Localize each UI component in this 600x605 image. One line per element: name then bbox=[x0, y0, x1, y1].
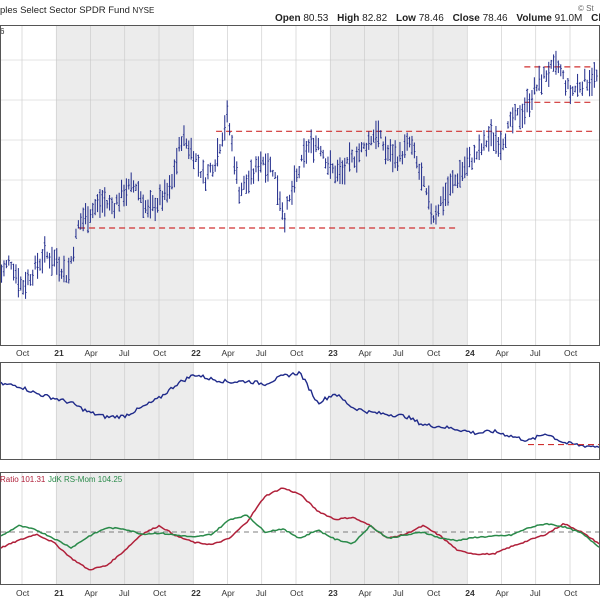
rs-ratio-line bbox=[0, 487, 600, 571]
x-tick-label: 23 bbox=[328, 588, 338, 598]
x-tick-label: Apr bbox=[496, 348, 509, 358]
gridlines bbox=[1, 26, 599, 584]
x-tick-label: Jul bbox=[393, 588, 404, 598]
x-tick-labels: Oct Oct 21 21 Apr Apr Jul Jul Oct Oct 22 22 Apr Apr Ju… bbox=[16, 348, 578, 598]
x-tick-label: Oct bbox=[16, 348, 30, 358]
x-tick-label: Oct bbox=[290, 348, 304, 358]
rs-line-series bbox=[0, 370, 600, 449]
x-tick-label: 21 bbox=[54, 588, 64, 598]
source-mark: © St bbox=[578, 4, 594, 13]
chart-title: ples Select Sector SPDR Fund NYSE bbox=[0, 5, 154, 16]
rrg-lines bbox=[0, 487, 600, 571]
price-bars bbox=[0, 50, 598, 299]
x-tick-label: 22 bbox=[191, 348, 201, 358]
left-axis-fragment: 6 bbox=[0, 27, 5, 36]
rs-ratio-legend: Ratio 101.31 bbox=[0, 475, 46, 484]
x-tick-label: Apr bbox=[222, 588, 235, 598]
x-tick-label: Jul bbox=[530, 348, 541, 358]
x-tick-label: Oct bbox=[153, 588, 167, 598]
x-tick-label: Oct bbox=[427, 588, 441, 598]
x-tick-label: Jul bbox=[530, 588, 541, 598]
x-tick-label: 24 bbox=[465, 588, 475, 598]
x-tick-label: Apr bbox=[85, 588, 98, 598]
x-tick-label: 23 bbox=[328, 348, 338, 358]
x-tick-label: Apr bbox=[222, 348, 235, 358]
x-tick-label: Oct bbox=[16, 588, 30, 598]
x-tick-label: Oct bbox=[290, 588, 304, 598]
x-tick-label: Apr bbox=[85, 348, 98, 358]
x-tick-label: Oct bbox=[427, 348, 441, 358]
x-tick-label: Jul bbox=[256, 588, 267, 598]
x-tick-label: Apr bbox=[359, 348, 372, 358]
x-tick-label: 22 bbox=[191, 588, 201, 598]
rs-line bbox=[0, 370, 600, 449]
ohlc-readout: Open 80.53 High 82.82 Low 78.46 Close 78… bbox=[275, 13, 600, 24]
x-tick-label: Jul bbox=[256, 348, 267, 358]
x-tick-label: Jul bbox=[119, 588, 130, 598]
x-tick-label: 21 bbox=[54, 348, 64, 358]
x-tick-label: Jul bbox=[393, 348, 404, 358]
x-tick-label: Jul bbox=[119, 348, 130, 358]
x-tick-label: Apr bbox=[359, 588, 372, 598]
x-tick-label: Apr bbox=[496, 588, 509, 598]
x-tick-label: Oct bbox=[564, 588, 578, 598]
exchange-label: NYSE bbox=[133, 6, 155, 15]
x-tick-label: Oct bbox=[564, 348, 578, 358]
rs-mom-line bbox=[0, 514, 600, 550]
x-tick-label: 24 bbox=[465, 348, 475, 358]
x-tick-label: Oct bbox=[153, 348, 167, 358]
rs-mom-legend: JdK RS-Mom 104.25 bbox=[48, 475, 123, 484]
